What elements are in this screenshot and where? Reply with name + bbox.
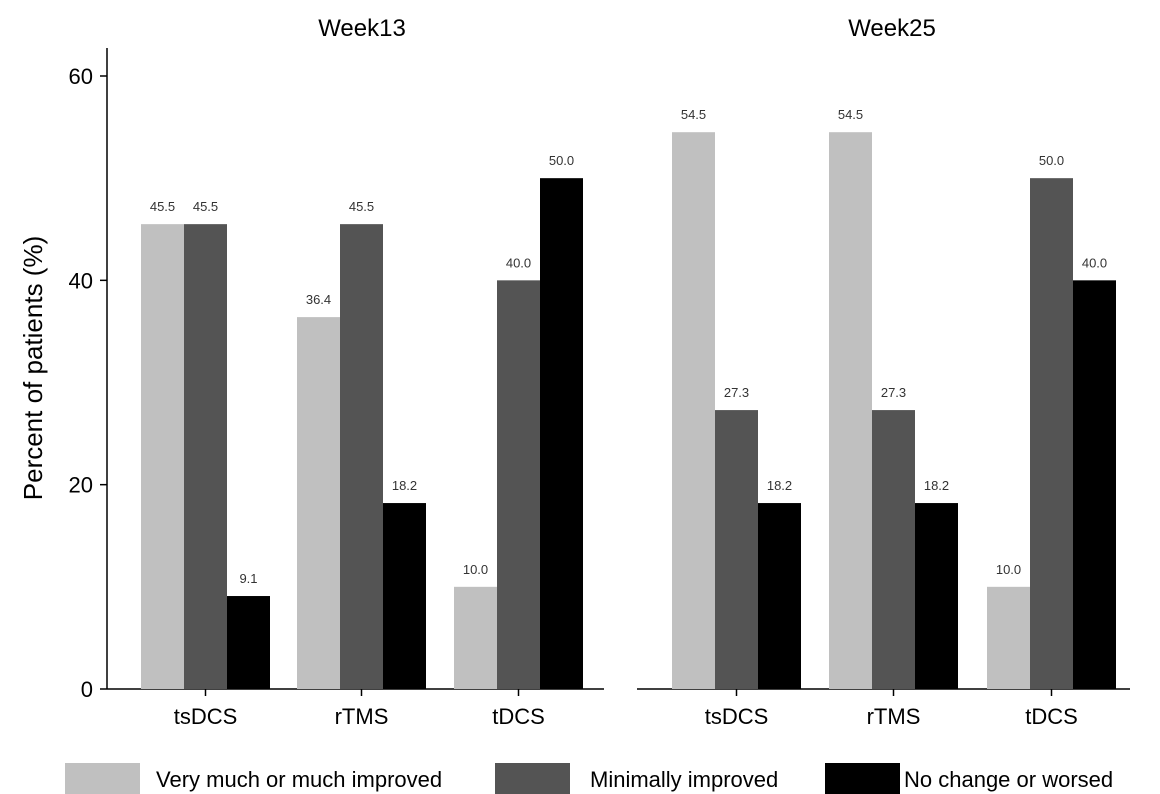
bar-data-label: 45.5: [193, 199, 218, 214]
legend-item: Minimally improved: [495, 763, 778, 794]
bar-data-label: 54.5: [681, 107, 706, 122]
y-axis: 0 20 40 60: [69, 48, 108, 702]
legend-item: No change or worsed: [825, 763, 1113, 794]
legend-swatch: [825, 763, 900, 794]
y-tick-label: 60: [69, 64, 93, 89]
bar-data-label: 40.0: [506, 255, 531, 270]
bar-data-label: 54.5: [838, 107, 863, 122]
legend-label: Very much or much improved: [156, 767, 442, 792]
panel-week13: Week13 45.5 45.5 9.1 tsDCS 36.4 45.5 18.2 rTMS 10…: [107, 15, 604, 729]
bar-rtms-series-3: [383, 503, 426, 689]
legend-item: Very much or much improved: [65, 763, 442, 794]
y-tick-label: 40: [69, 268, 93, 293]
bar-tsdcs-series-2: [184, 224, 227, 689]
bar-data-label: 45.5: [349, 199, 374, 214]
bar-tdcs-series-3: [1073, 280, 1116, 689]
bar-tsdcs-series-2: [715, 410, 758, 689]
x-tick-label: tsDCS: [174, 704, 238, 729]
bar-tsdcs-series-3: [758, 503, 801, 689]
bar-tdcs-series-1: [987, 586, 1030, 689]
bar-rtms-series-2: [340, 224, 383, 689]
panel-title: Week13: [318, 15, 406, 42]
bar-tdcs-series-3: [540, 178, 583, 689]
bar-data-label: 27.3: [881, 385, 906, 400]
bar-data-label: 45.5: [150, 199, 175, 214]
bar-tdcs-series-2: [497, 280, 540, 689]
bar-rtms-series-1: [297, 317, 340, 689]
bar-data-label: 9.1: [239, 571, 257, 586]
y-axis-label: Percent of patients (%): [18, 236, 48, 500]
bar-data-label: 27.3: [724, 385, 749, 400]
legend-swatch: [65, 763, 140, 794]
bar-rtms-series-1: [829, 132, 872, 690]
x-tick-label: rTMS: [867, 704, 921, 729]
x-tick-label: tsDCS: [705, 704, 769, 729]
x-tick-label: tDCS: [1025, 704, 1078, 729]
bar-data-label: 18.2: [392, 478, 417, 493]
bar-tdcs-series-2: [1030, 178, 1073, 689]
bar-data-label: 36.4: [306, 292, 331, 307]
panel-week25: Week25 54.5 27.3 18.2 tsDCS 54.5 27.3 18.2 rTMS 1…: [637, 15, 1130, 729]
bar-tdcs-series-1: [454, 586, 497, 689]
bar-tsdcs-series-1: [672, 132, 715, 690]
bar-tsdcs-series-3: [227, 596, 270, 689]
bar-tsdcs-series-1: [141, 224, 184, 689]
chart-panels: Week13 45.5 45.5 9.1 tsDCS 36.4 45.5 18.2 rTMS 10…: [107, 15, 1130, 729]
bar-rtms-series-2: [872, 410, 915, 689]
legend-swatch: [495, 763, 570, 794]
bar-data-label: 18.2: [767, 478, 792, 493]
bar-data-label: 50.0: [1039, 153, 1064, 168]
bar-data-label: 18.2: [924, 478, 949, 493]
x-tick-label: tDCS: [492, 704, 545, 729]
legend-label: Minimally improved: [590, 767, 778, 792]
bar-data-label: 10.0: [463, 562, 488, 577]
y-tick-label: 20: [69, 473, 93, 498]
bar-rtms-series-3: [915, 503, 958, 689]
legend: Very much or much improved Minimally impr…: [65, 763, 1113, 794]
bar-data-label: 50.0: [549, 153, 574, 168]
bar-data-label: 40.0: [1082, 255, 1107, 270]
panel-title: Week25: [848, 15, 936, 42]
bar-data-label: 10.0: [996, 562, 1021, 577]
legend-label: No change or worsed: [904, 767, 1113, 792]
x-tick-label: rTMS: [335, 704, 389, 729]
y-tick-label: 0: [81, 677, 93, 702]
